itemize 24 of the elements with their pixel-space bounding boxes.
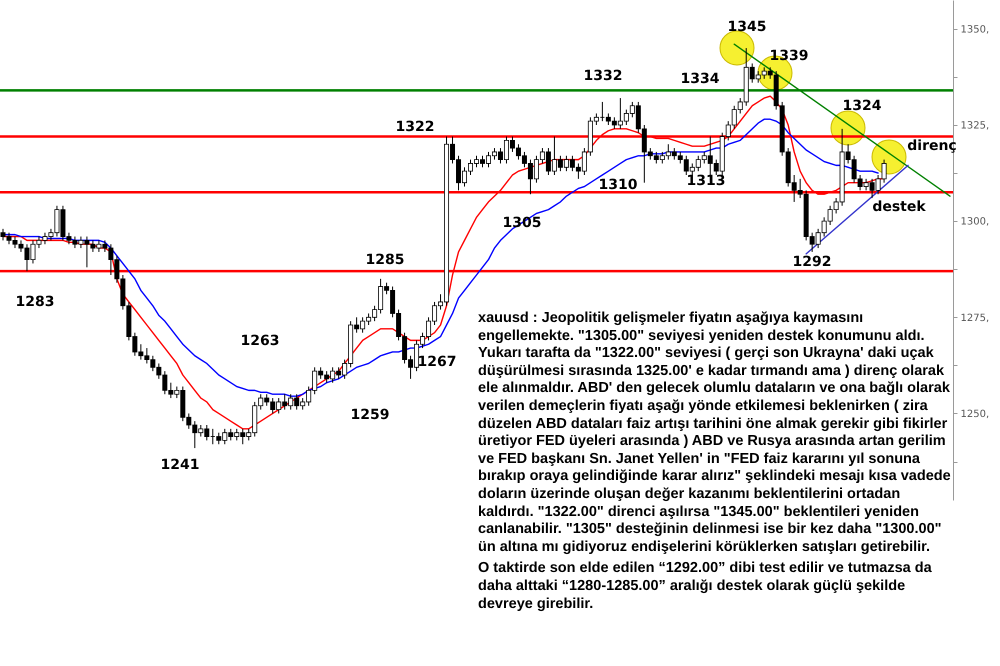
y-tick-label: 1350, — [960, 24, 990, 36]
annotation: 1292 — [792, 254, 832, 270]
y-tick-label: 1275, — [960, 312, 990, 324]
annotation: 1313 — [686, 173, 726, 189]
annotation: 1310 — [598, 177, 638, 193]
annotation: direnç — [907, 138, 957, 154]
text: xauusd : Jeopolitik gelişmeler fiyatın aşağıya kaymasını engellemekte. "1305.00" seviyesi yeniden destek konumunu aldı. Yukarı tarafta da "1322.00" seviyesi ( gerçi son Ukrayna' daki uçak düşürülmesi sırasında 1325.00' e kadar tırmandı ama ) direnç olarak ele alınmaldır. ABD' den gelecek olumlu dataların ve ona bağlı olarak verilen demeçlerin fiyatı aşağı yönde etkilemesi beklenirken ( zira düzelen ABD dataları faiz artışı tarihini öne almak gerekir gibi fikirler üretiyor FED üyeleri arasında ) ABD ve Rusya arasında artan gerilim ve FED başkanı Sn. Janet Yellen' in "FED faiz kararını yıl sonuna bırakıp oraya gelindiğinde karar alırız" şeklindeki mesajı kısa vadede doların üzerinde oluşan değer kazanımı beklentilerini ortadan kaldırdı. "1322.00" direnci aşılırsa "1345.00" beklentileri yeniden canlanabilir. "1305" desteğinin delinmesi ise bir kez daha "1300.00" ün altına mı gidiyoruz endişelerini körüklerken satışları getirebilir. — [478, 310, 951, 555]
annotation: 1259 — [350, 407, 390, 423]
annotation: 1339 — [770, 48, 808, 64]
annotation: 1285 — [366, 252, 404, 268]
annotation: 1322 — [396, 119, 434, 135]
annotation: 1324 — [842, 98, 882, 114]
annotation: 1241 — [160, 457, 200, 473]
annotation: 1334 — [680, 71, 720, 87]
y-tick-label: 1325, — [960, 120, 990, 132]
y-tick-label: 1300, — [960, 216, 990, 228]
text: O taktirde son elde edilen “1292.00” dibi test edilir ve tutmazsa da daha alttaki “1280-1285.00” aralığı destek olarak güçlü şekilde devreye girebilir. — [478, 560, 933, 614]
annotation: 1283 — [16, 294, 54, 310]
annotation: 1332 — [584, 68, 622, 84]
annotation: 1267 — [418, 354, 456, 370]
annotation: 1263 — [240, 333, 280, 349]
annotation: 1345 — [728, 19, 766, 35]
y-tick-label: 1250, — [960, 408, 990, 420]
annotation: destek — [872, 199, 926, 215]
